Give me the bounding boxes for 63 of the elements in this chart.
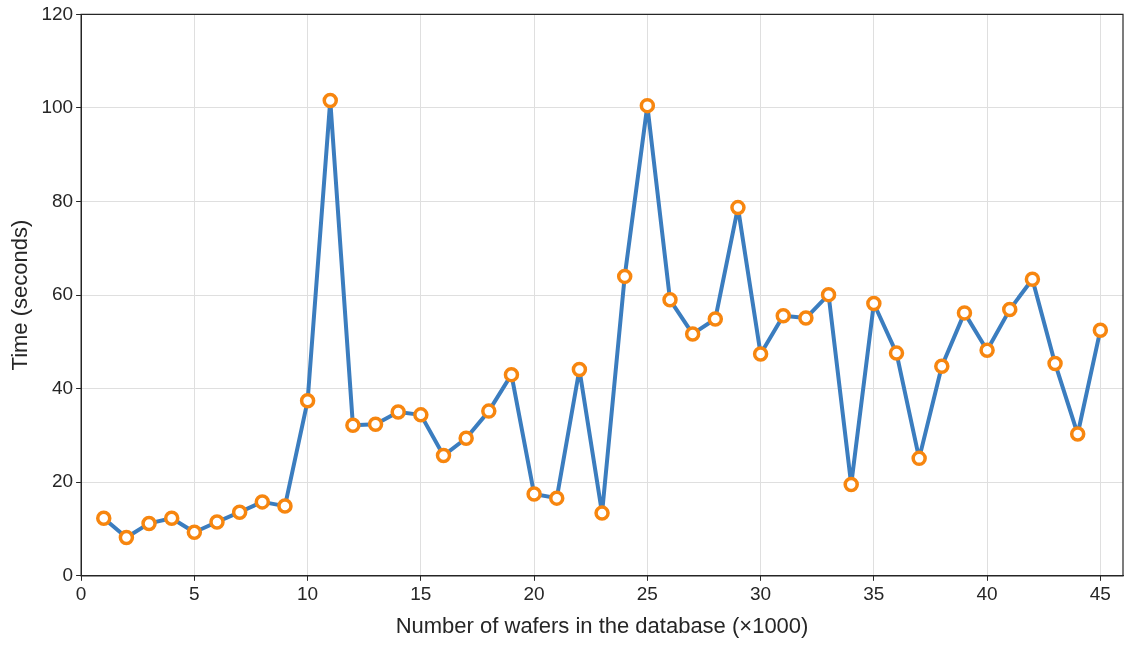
- point: [96, 510, 112, 527]
- point: [458, 430, 474, 447]
- point: [639, 97, 656, 114]
- y-tick-label: 100: [41, 96, 74, 118]
- x-tick-label: 25: [636, 583, 658, 605]
- x-axis-title: Number of wafers in the database (×1000): [395, 612, 809, 638]
- point: [118, 529, 135, 546]
- point: [481, 403, 497, 419]
- point: [707, 311, 724, 327]
- point: [594, 505, 610, 521]
- point: [345, 417, 361, 433]
- point: [277, 498, 293, 514]
- point: [662, 292, 678, 308]
- point: [798, 310, 814, 326]
- y-tick-label: 80: [51, 189, 74, 211]
- point: [209, 514, 225, 530]
- point: [141, 515, 157, 532]
- point: [367, 416, 384, 432]
- point: [979, 342, 995, 359]
- point: [1002, 301, 1018, 318]
- y-tick-label: 60: [51, 283, 74, 305]
- point: [775, 307, 791, 324]
- x-tick-label: 45: [1089, 583, 1111, 605]
- x-tick-label: 40: [976, 583, 998, 605]
- y-tick-label: 40: [51, 376, 74, 398]
- point: [934, 358, 950, 374]
- x-tick-label: 15: [410, 583, 432, 605]
- x-tick-label: 30: [750, 583, 772, 605]
- point: [549, 490, 565, 506]
- x-tick-label: 35: [863, 583, 885, 605]
- point: [616, 268, 633, 285]
- point: [299, 393, 316, 409]
- point: [231, 504, 248, 520]
- point: [163, 510, 180, 527]
- point: [571, 361, 588, 378]
- point: [956, 305, 973, 321]
- point: [390, 404, 406, 420]
- point: [866, 295, 882, 312]
- x-tick-label: 5: [189, 583, 200, 605]
- point: [413, 407, 429, 423]
- point: [1092, 322, 1109, 338]
- y-tick-label: 120: [41, 2, 74, 24]
- x-tick-label: 10: [297, 583, 319, 605]
- point: [1047, 355, 1063, 372]
- x-tick-label: 20: [523, 583, 545, 605]
- point: [435, 447, 452, 464]
- point: [1024, 271, 1041, 287]
- point: [254, 494, 271, 510]
- point: [820, 286, 837, 303]
- point: [911, 450, 927, 467]
- point: [752, 346, 769, 362]
- point: [186, 524, 203, 541]
- point: [526, 486, 542, 502]
- y-axis-title: Time (seconds): [7, 219, 33, 371]
- point: [684, 326, 701, 342]
- point: [730, 199, 746, 216]
- y-tick-label: 20: [51, 470, 74, 492]
- point: [503, 366, 520, 383]
- point: [888, 345, 905, 361]
- point: [843, 476, 859, 493]
- point: [322, 92, 338, 109]
- point: [1069, 426, 1086, 442]
- y-tick-label: 0: [62, 564, 74, 586]
